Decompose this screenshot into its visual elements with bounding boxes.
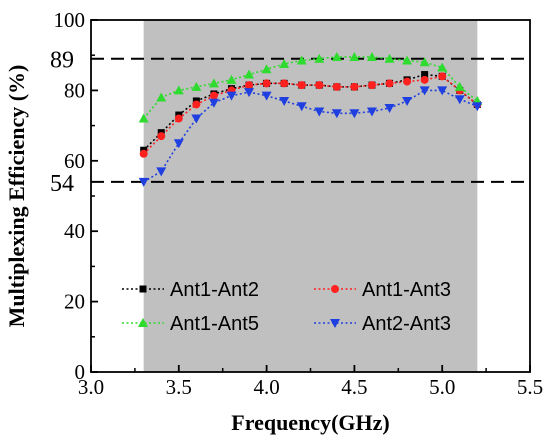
data-point-Ant1-Ant5-14: [384, 53, 395, 63]
data-point-Ant1-Ant5-11: [331, 51, 342, 61]
data-point-Ant2-Ant3-12: [349, 109, 360, 119]
series-line-Ant1-Ant5: [143, 56, 478, 120]
x-tick-label-5.0: 5.0: [429, 375, 455, 399]
legend-marker-Ant1-Ant3: [331, 285, 339, 293]
data-point-Ant2-Ant3-5: [226, 91, 237, 101]
data-point-Ant1-Ant3-7: [262, 79, 271, 88]
axes: 3.0 3.5 4.0 4.5 5.0 5.5 0 20 40 60 80 100 Frequency(…: [4, 8, 543, 435]
data-point-Ant2-Ant3-8: [279, 96, 290, 106]
data-point-Ant1-Ant3-15: [403, 77, 412, 86]
reference-label-89: 89: [50, 48, 74, 74]
data-point-Ant2-Ant3-1: [156, 167, 167, 177]
x-tick-label-4.0: 4.0: [253, 375, 279, 399]
x-tick-label-5.5: 5.5: [517, 375, 543, 399]
data-point-Ant2-Ant3-18: [454, 95, 465, 105]
data-point-Ant1-Ant3-16: [420, 75, 429, 84]
y-tick-label-80: 80: [64, 78, 85, 102]
data-point-Ant1-Ant5-5: [226, 74, 237, 84]
legend-marker-Ant1-Ant5: [138, 318, 148, 327]
data-point-Ant1-Ant3-1: [157, 132, 166, 141]
data-point-Ant1-Ant5-13: [366, 51, 377, 61]
legend: Ant1-Ant2 Ant1-Ant3 Ant1-Ant5 Ant2-Ant3: [122, 279, 451, 335]
data-point-Ant1-Ant3-11: [332, 82, 341, 91]
legend-label-Ant2-Ant3: Ant2-Ant3: [362, 313, 451, 335]
data-point-Ant1-Ant5-4: [208, 78, 219, 88]
data-point-Ant1-Ant5-9: [296, 55, 307, 65]
data-point-Ant1-Ant3-6: [245, 81, 254, 90]
data-point-Ant1-Ant3-9: [297, 81, 306, 90]
x-tick-label-3.0: 3.0: [78, 375, 104, 399]
data-point-Ant2-Ant3-10: [314, 107, 325, 117]
data-point-Ant1-Ant5-18: [454, 81, 465, 91]
reference-label-54: 54: [50, 171, 74, 197]
x-tick-label-4.5: 4.5: [341, 375, 367, 399]
data-point-Ant1-Ant5-3: [191, 81, 202, 91]
data-point-Ant2-Ant3-17: [437, 86, 448, 96]
legend-item-Ant2-Ant3: Ant2-Ant3: [314, 313, 451, 335]
data-point-Ant1-Ant3-17: [438, 72, 447, 81]
data-point-Ant1-Ant5-17: [437, 62, 448, 72]
data-point-Ant2-Ant3-14: [384, 104, 395, 113]
data-point-Ant1-Ant3-3: [192, 100, 201, 109]
data-point-Ant2-Ant3-2: [173, 139, 184, 149]
data-point-Ant1-Ant5-7: [261, 64, 272, 74]
data-point-Ant2-Ant3-0: [138, 177, 149, 187]
series-Ant2-Ant3: [138, 86, 483, 187]
data-point-Ant2-Ant3-4: [208, 98, 219, 108]
data-point-Ant2-Ant3-9: [296, 102, 307, 112]
data-point-Ant1-Ant5-6: [244, 69, 255, 79]
data-point-Ant1-Ant3-2: [174, 114, 183, 123]
data-point-Ant1-Ant5-10: [314, 53, 325, 63]
data-point-Ant1-Ant5-16: [419, 57, 430, 67]
data-point-Ant1-Ant3-10: [315, 81, 324, 90]
data-point-Ant1-Ant5-2: [173, 85, 184, 95]
data-point-Ant2-Ant3-15: [402, 96, 413, 106]
legend-item-Ant1-Ant2: Ant1-Ant2: [122, 279, 259, 301]
y-axis-title: Multiplexing Efficiency (%): [4, 65, 29, 328]
data-point-Ant1-Ant5-0: [138, 113, 149, 123]
data-point-Ant1-Ant3-14: [385, 79, 394, 88]
data-point-Ant1-Ant3-0: [139, 149, 148, 158]
y-tick-label-40: 40: [64, 219, 85, 243]
legend-marker-Ant2-Ant3: [330, 319, 340, 328]
data-point-Ant2-Ant3-16: [419, 86, 430, 96]
series-layer: [138, 51, 483, 187]
x-axis-title: Frequency(GHz): [231, 410, 389, 435]
data-point-Ant2-Ant3-6: [244, 88, 255, 98]
legend-item-Ant1-Ant3: Ant1-Ant3: [314, 279, 451, 301]
data-point-Ant1-Ant3-13: [367, 81, 376, 90]
data-point-Ant1-Ant5-15: [402, 55, 413, 65]
data-point-Ant1-Ant3-8: [280, 79, 289, 88]
x-tick-label-3.5: 3.5: [166, 375, 192, 399]
legend-marker-Ant1-Ant2: [139, 285, 147, 293]
legend-label-Ant1-Ant3: Ant1-Ant3: [362, 279, 451, 301]
data-point-Ant2-Ant3-11: [331, 109, 342, 119]
data-point-Ant1-Ant5-1: [156, 92, 167, 102]
legend-item-Ant1-Ant5: Ant1-Ant5: [122, 313, 259, 335]
y-tick-label-20: 20: [64, 290, 85, 314]
data-point-Ant2-Ant3-13: [366, 107, 377, 117]
reference-lines: 89 54: [50, 48, 530, 197]
data-point-Ant2-Ant3-7: [261, 91, 272, 101]
legend-label-Ant1-Ant5: Ant1-Ant5: [170, 313, 259, 335]
legend-label-Ant1-Ant2: Ant1-Ant2: [170, 279, 259, 301]
series-Ant1-Ant5: [138, 51, 483, 123]
y-tick-label-60: 60: [64, 149, 85, 173]
y-tick-label-0: 0: [75, 360, 86, 384]
data-point-Ant2-Ant3-3: [191, 114, 202, 124]
y-tick-label-100: 100: [54, 8, 86, 32]
data-point-Ant1-Ant2-16: [421, 71, 429, 79]
data-point-Ant1-Ant3-12: [350, 82, 359, 91]
data-point-Ant1-Ant5-8: [279, 59, 290, 68]
series-line-Ant2-Ant3: [143, 89, 478, 183]
data-point-Ant1-Ant3-4: [209, 91, 218, 100]
data-point-Ant2-Ant3-19: [472, 102, 483, 112]
data-point-Ant1-Ant5-12: [349, 51, 360, 61]
